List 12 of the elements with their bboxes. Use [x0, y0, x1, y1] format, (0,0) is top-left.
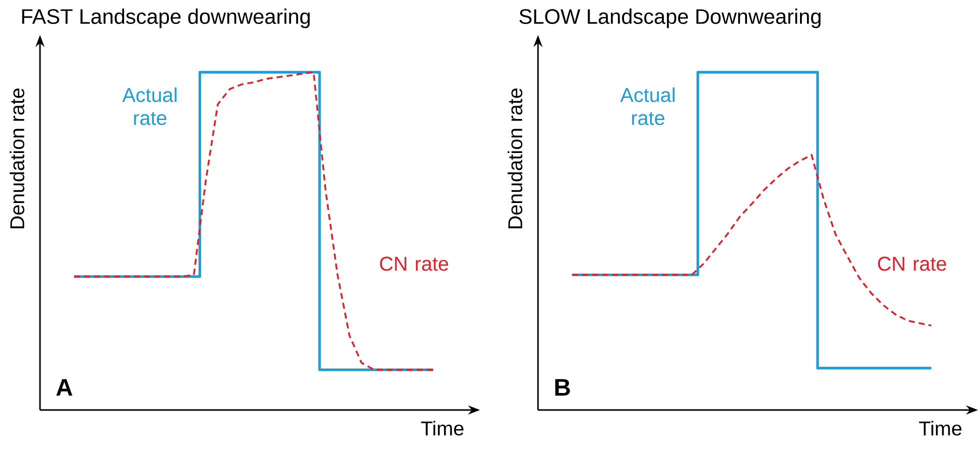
annotation: B	[555, 379, 570, 396]
series-label: Actual rate	[620, 87, 674, 126]
series-label: Actual rate	[122, 87, 176, 126]
annotation: A	[56, 379, 72, 396]
y-axis-title: Denudation rate	[10, 88, 24, 228]
text: CN rate	[380, 256, 448, 271]
series-label: CN rate	[878, 256, 946, 271]
x-axis-title: Time	[421, 420, 464, 436]
x-axis-title: Time	[919, 420, 962, 436]
chart-title: SLOW Landscape Downwearing	[519, 8, 821, 28]
y-axis-title: Denudation rate	[508, 88, 522, 228]
chart-title: FAST Landscape downwearing	[22, 8, 310, 28]
